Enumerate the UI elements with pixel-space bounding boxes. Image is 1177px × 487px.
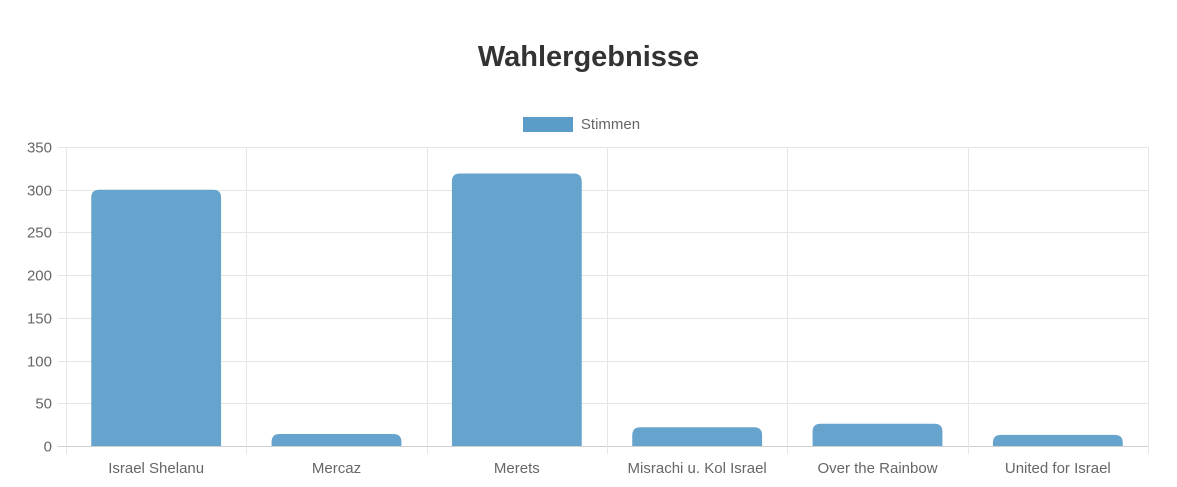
- bars: [91, 173, 1123, 447]
- y-tick-label: 100: [27, 354, 52, 371]
- y-tick-label: 50: [35, 396, 52, 413]
- x-tick-label: Misrachi u. Kol Israel: [628, 460, 767, 477]
- legend[interactable]: Stimmen: [0, 116, 1177, 133]
- x-tick-label: Over the Rainbow: [817, 460, 937, 477]
- legend-label-stimmen: Stimmen: [580, 116, 641, 133]
- y-axis: 0 50 100 150 200 250 300 350: [27, 140, 52, 456]
- legend-swatch: [522, 117, 573, 132]
- x-axis: Israel Shelanu Mercaz Merets Misrachi u. Ko…: [108, 460, 1111, 477]
- bar[interactable]: [91, 189, 222, 446]
- y-tick-label: 200: [27, 268, 52, 285]
- x-tick-label: Israel Shelanu: [108, 460, 204, 477]
- x-tick-label: Mercaz: [312, 460, 361, 477]
- y-tick-label: 300: [27, 183, 52, 200]
- gridlines: [58, 147, 1149, 454]
- chart-title: Wahlergebnisse: [477, 41, 700, 73]
- y-tick-label: 350: [27, 140, 52, 157]
- y-tick-label: 250: [27, 225, 52, 242]
- y-tick-label: 150: [27, 311, 52, 328]
- x-tick-label: United for Israel: [1005, 460, 1111, 477]
- y-tick-label: 0: [44, 439, 52, 456]
- x-tick-label: Merets: [494, 460, 540, 477]
- bar[interactable]: [632, 427, 763, 446]
- bar[interactable]: [271, 434, 402, 446]
- bar[interactable]: [812, 423, 943, 446]
- bar[interactable]: [992, 434, 1123, 446]
- bar[interactable]: [451, 173, 582, 447]
